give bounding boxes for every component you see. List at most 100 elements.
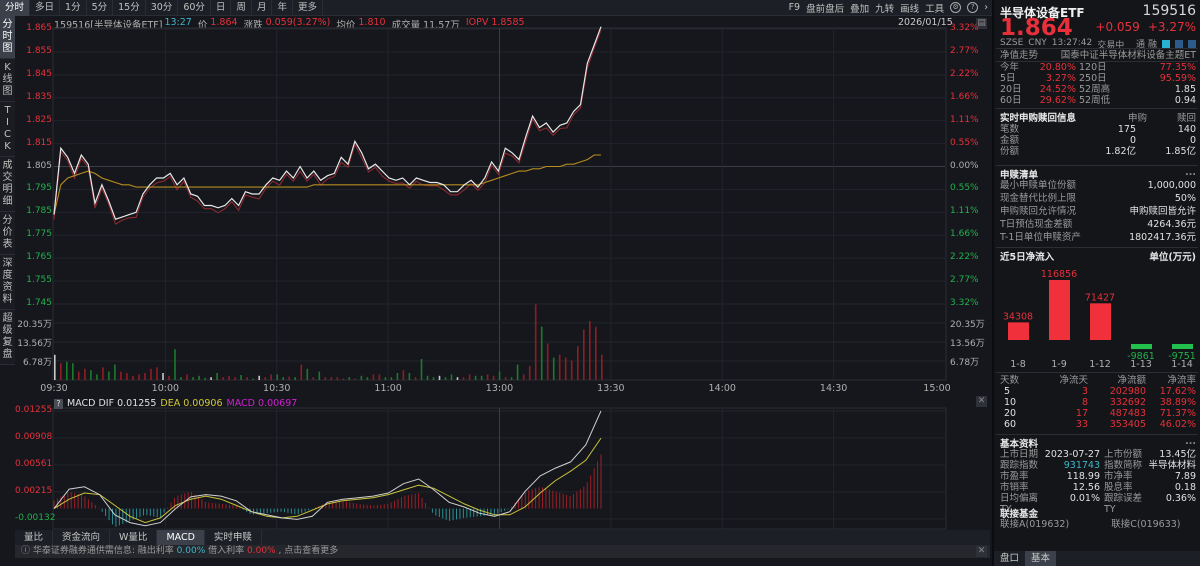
pct-axis-tick: 2.77% xyxy=(950,45,979,56)
flow-cell: 33 xyxy=(1075,419,1088,430)
macd-legend: ? MACD DIF 0.01255 DEA 0.00906 MACD 0.00… xyxy=(54,398,297,409)
tool-draw-line[interactable]: 画线 xyxy=(900,3,920,15)
edit-icon[interactable] xyxy=(1162,39,1170,48)
linked-fund-a[interactable]: 联接A(019632) xyxy=(1000,519,1070,530)
tool-overlay[interactable]: 叠加 xyxy=(850,3,870,15)
sr-list-label: 最小申赎单位份额 xyxy=(1000,180,1077,191)
nav-title[interactable]: 净值走势 xyxy=(1000,50,1039,61)
basic-value[interactable]: 931743 xyxy=(1063,460,1100,471)
nav-index-name: 国泰中证半导体材料设备主题ET xyxy=(1060,50,1196,61)
nav-value: 77.35% xyxy=(1159,62,1196,73)
basic-label: 市净率 xyxy=(1104,471,1133,482)
volume-label: 成交量 xyxy=(391,20,421,31)
realtime-sr-title: 实时申购赎回信息 xyxy=(1000,113,1077,124)
price-axis-tick: 1.795 xyxy=(26,183,52,194)
tool-nine-turn[interactable]: 九转 xyxy=(875,3,895,15)
chevron-right-icon[interactable]: › xyxy=(984,2,988,13)
period-tab-7[interactable]: 日 xyxy=(211,0,232,16)
gear-icon[interactable]: ⚙ xyxy=(950,2,962,13)
indicator-tab-2[interactable]: W量比 xyxy=(110,530,158,545)
indicator-tab-0[interactable]: 量比 xyxy=(15,530,54,545)
tool-tools[interactable]: 工具 xyxy=(925,3,945,15)
period-tab-4[interactable]: 15分 xyxy=(113,0,146,16)
time-axis-tick: 15:00 xyxy=(923,383,951,394)
period-tab-11[interactable]: 更多 xyxy=(293,0,323,16)
iopv-value: 1.8585 xyxy=(491,17,525,28)
nav-label: 120日 xyxy=(1079,62,1107,73)
pct-axis-tick: 0.55% xyxy=(950,137,979,148)
period-tab-3[interactable]: 5分 xyxy=(87,0,114,16)
period-tab-0[interactable]: 分时 xyxy=(0,0,31,16)
left-tab-6[interactable]: 超级复盘 xyxy=(0,310,15,365)
basic-value: 0.18 xyxy=(1174,482,1196,493)
time-axis-tick: 09:30 xyxy=(40,383,68,394)
symbol-label: 159516[半导体设备ETF] xyxy=(54,20,163,31)
pct-axis-tick: 2.22% xyxy=(950,68,979,79)
period-tab-9[interactable]: 月 xyxy=(252,0,273,16)
price-axis-tick: 1.765 xyxy=(26,252,52,263)
panel-tab-1[interactable]: 基本 xyxy=(1025,551,1057,566)
flow-cell: 38.89% xyxy=(1159,397,1196,408)
close-macd-icon[interactable]: ✕ xyxy=(976,396,987,407)
tool-premarket[interactable]: 盘前盘后 xyxy=(806,3,845,15)
sr-red-value: 1.85亿 xyxy=(1165,146,1196,157)
basic-label: 上市份额 xyxy=(1104,449,1143,460)
period-tab-10[interactable]: 年 xyxy=(272,0,293,16)
nav-label: 60日 xyxy=(1000,95,1022,106)
info-suffix[interactable]: , 点击查看更多 xyxy=(278,546,339,556)
period-tab-2[interactable]: 1分 xyxy=(60,0,87,16)
margin-info-bar[interactable]: ⓘ 华泰证券融券通供需信息: 融出利率 0.00% 借入利率 0.00% , 点… xyxy=(15,545,990,558)
panel-tab-0[interactable]: 盘口 xyxy=(1000,553,1020,564)
nav-label: 250日 xyxy=(1079,73,1107,84)
intraday-chart[interactable] xyxy=(0,0,992,530)
tool-f9[interactable]: F9 xyxy=(788,2,801,13)
question-icon[interactable]: ? xyxy=(967,2,979,13)
indicator-tab-1[interactable]: 资金流向 xyxy=(53,530,111,545)
macd-help-button[interactable]: ? xyxy=(54,398,63,409)
flow-cell: 46.02% xyxy=(1159,419,1196,430)
trade-status: 交易中 xyxy=(1097,41,1125,51)
left-tab-0[interactable]: 分时图 xyxy=(0,16,15,59)
close-info-icon[interactable]: ✕ xyxy=(976,546,987,557)
sr-list-more[interactable]: ... xyxy=(1185,167,1196,178)
inflow-title: 近5日净流入 xyxy=(1000,252,1055,263)
period-tab-8[interactable]: 周 xyxy=(231,0,252,16)
period-tabs: 分时 多日 1分 5分 15分 30分 60分日周月年更多 xyxy=(0,0,323,16)
nav-value: 0.94 xyxy=(1174,95,1196,106)
sr-list-grid: 最小申赎单位份额 1,000,000 现金替代比例上限 50% 申购赎回允许情况 申购赎回… xyxy=(1000,180,1196,243)
basic-more[interactable]: ... xyxy=(1185,436,1196,447)
svg-text:1-9: 1-9 xyxy=(1051,359,1067,370)
linked-fund-c[interactable]: 联接C(019633) xyxy=(1111,519,1181,530)
svg-text:-9751: -9751 xyxy=(1168,351,1196,362)
sr-label: 金额 xyxy=(1000,135,1020,146)
indicator-tab-3[interactable]: MACD xyxy=(157,530,205,545)
period-tab-1[interactable]: 多日 xyxy=(30,0,61,16)
sr-list-label: T-1日单位申赎资产 xyxy=(1000,232,1081,243)
lend-rate: 0.00% xyxy=(176,546,206,556)
basic-grid: 上市日期 2023-07-27 上市份额 13.45亿 跟踪指数 931743 指数简称 半导… xyxy=(1000,449,1196,515)
svg-text:-9861: -9861 xyxy=(1127,351,1155,362)
flow-cell: 487483 xyxy=(1109,408,1146,419)
macd-axis-tick: -0.00132 xyxy=(15,512,56,523)
change-label: 涨跌 xyxy=(243,20,263,31)
sr-col-red: 赎回 xyxy=(1176,113,1196,124)
flow-header: 净流率 xyxy=(1167,375,1196,386)
basic-value: 2023-07-27 xyxy=(1044,449,1100,460)
add-icon[interactable] xyxy=(1188,39,1196,48)
basic-value: 12.56 xyxy=(1072,482,1100,493)
period-tab-5[interactable]: 30分 xyxy=(146,0,179,16)
left-tab-5[interactable]: 深度资料 xyxy=(0,255,15,310)
chart-menu-icon[interactable]: ▤ xyxy=(976,18,987,29)
period-tab-6[interactable]: 60分 xyxy=(178,0,211,16)
indicator-tab-4[interactable]: 实时申赎 xyxy=(205,530,262,545)
price-axis-tick: 1.745 xyxy=(26,298,52,308)
sr-list-label: T日预估现金差额 xyxy=(1000,219,1073,230)
left-tab-3[interactable]: 成交明细 xyxy=(0,157,15,212)
left-tab-4[interactable]: 分价表 xyxy=(0,212,15,255)
settings-icon[interactable] xyxy=(1175,39,1183,48)
change-amount: +0.059 xyxy=(1095,20,1140,34)
macd-axis-tick: 0.00561 xyxy=(15,458,53,469)
